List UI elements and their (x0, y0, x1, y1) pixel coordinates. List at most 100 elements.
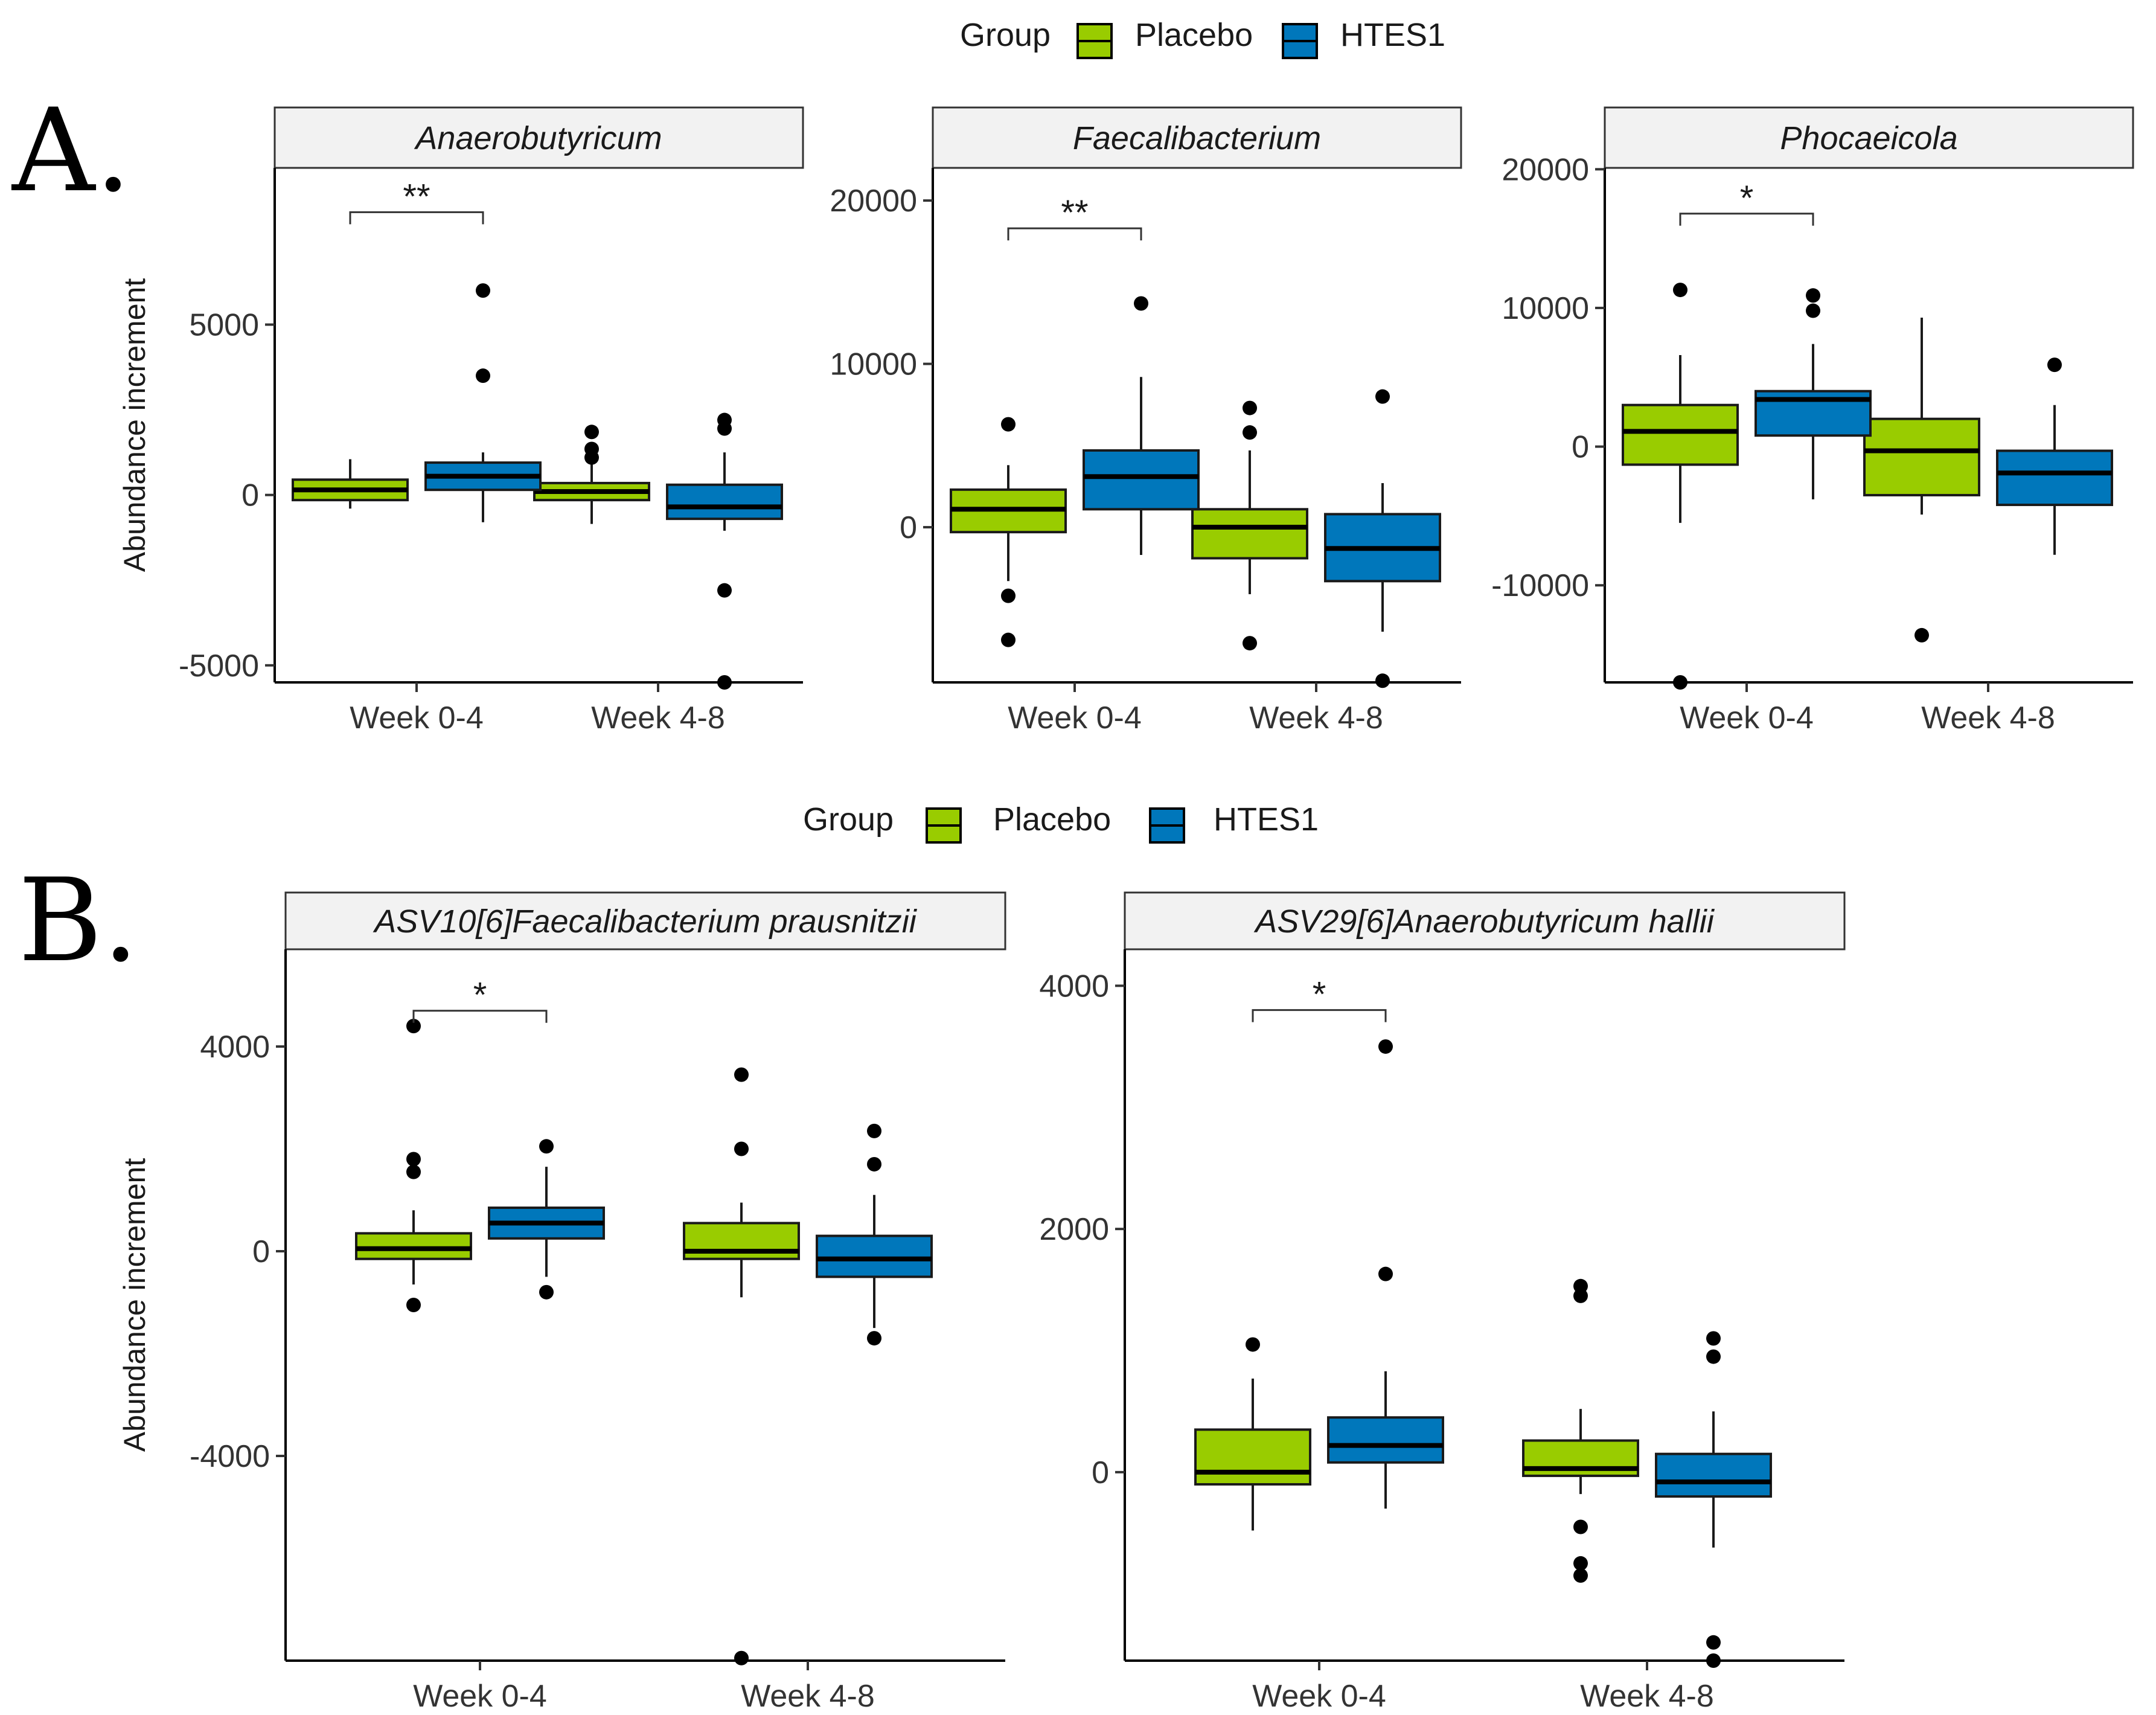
outlier-point (476, 368, 490, 383)
facet-4: ASV29[6]Anaerobutyricum hallii 0 2000 4000 W… (1039, 891, 1846, 1714)
outlier-point (1914, 627, 1929, 643)
outlier-point (1706, 1653, 1721, 1668)
box-htes1-1 (1655, 1331, 1772, 1668)
y-axis-label: Abundance increment (118, 278, 152, 572)
box-iqr (1996, 449, 2113, 507)
outlier-point (867, 1156, 881, 1172)
outlier-point (1378, 1039, 1393, 1054)
outlier-point (406, 1019, 421, 1034)
significance-bracket (1679, 213, 1814, 226)
outlier-point (1243, 636, 1257, 651)
x-tick-label: Week 0-4 (1008, 700, 1142, 736)
y-tick-label: 20000 (1502, 152, 1589, 187)
outlier-point (584, 425, 599, 440)
y-tick-label: 0 (1572, 430, 1589, 465)
outlier-point (1706, 1331, 1721, 1346)
box-htes1-1 (1324, 389, 1441, 688)
outlier-point (476, 283, 490, 298)
y-tick-label: 20000 (830, 184, 917, 219)
y-tick-label: 0 (900, 510, 917, 545)
y-axis-label: Abundance increment (118, 1158, 152, 1452)
outlier-point (539, 1139, 554, 1154)
outlier-point (734, 1650, 749, 1665)
box-iqr (1327, 1416, 1444, 1464)
box-iqr (1194, 1428, 1311, 1486)
x-tick-label: Week 4-8 (1580, 1679, 1714, 1714)
x-tick-label: Week 0-4 (350, 700, 484, 736)
panel-label-b: B. (18, 854, 139, 987)
outlier-point (1673, 283, 1687, 298)
box-iqr (1191, 508, 1308, 560)
box-placebo-1 (683, 1067, 800, 1665)
legend-label-placebo: Placebo (993, 801, 1111, 838)
box-placebo-1 (1522, 1278, 1639, 1583)
facet-title: Phocaeicola (1780, 120, 1957, 156)
significance-bracket (1007, 227, 1142, 241)
significance-bracket (349, 211, 484, 225)
box-placebo-1 (533, 425, 650, 524)
box-placebo-0 (1622, 283, 1739, 690)
legend-bottom: Group Placebo HTES1 (803, 801, 1319, 844)
x-tick-label: Week 4-8 (741, 1679, 875, 1714)
x-tick-label: Week 0-4 (1680, 700, 1814, 736)
significance-label: ** (1061, 193, 1088, 232)
significance-bracket (1252, 1009, 1387, 1022)
legend-label-htes1: HTES1 (1340, 17, 1445, 53)
y-tick-label: 2000 (1039, 1212, 1109, 1247)
box-placebo-0 (355, 1019, 472, 1312)
outlier-point (1243, 425, 1257, 440)
y-tick-label: 0 (1092, 1455, 1109, 1490)
significance-label: * (1313, 975, 1326, 1015)
facet-2: Phocaeicola -10000 0 10000 20000 Week 0-4 Week… (1491, 106, 2134, 736)
y-tick-label: -4000 (190, 1439, 270, 1474)
facet-1: Faecalibacterium 0 10000 20000 Week 0-4 Week … (830, 106, 1462, 736)
facet-strip (932, 106, 1462, 169)
outlier-point (1378, 1266, 1393, 1281)
outlier-point (717, 583, 732, 598)
facets: Anaerobutyricum -5000 0 5000 Week 0-4 Week 4-… (118, 106, 2134, 1714)
box-htes1-0 (1327, 1039, 1444, 1509)
y-tick-label: 10000 (1502, 291, 1589, 326)
facet-title: Faecalibacterium (1073, 120, 1321, 156)
facet-title: ASV29[6]Anaerobutyricum hallii (1253, 903, 1715, 940)
y-tick-label: 4000 (1039, 969, 1109, 1004)
box-iqr (666, 483, 783, 521)
facet-3: ASV10[6]Faecalibacterium prausnitzii -400… (118, 891, 1006, 1714)
y-tick-label: 10000 (830, 347, 917, 382)
outlier-point (867, 1331, 881, 1346)
legend-label-htes1: HTES1 (1214, 801, 1319, 838)
outlier-point (1673, 675, 1687, 690)
facet-0: Anaerobutyricum -5000 0 5000 Week 0-4 Week 4-… (118, 106, 804, 736)
y-tick-label: 5000 (189, 308, 259, 343)
outlier-point (1806, 288, 1820, 303)
x-tick-label: Week 4-8 (591, 700, 725, 736)
outlier-point (734, 1067, 749, 1082)
legend-label-placebo: Placebo (1135, 17, 1253, 53)
outlier-point (717, 412, 732, 428)
box-htes1-1 (816, 1123, 933, 1346)
x-tick-label: Week 4-8 (1249, 700, 1383, 736)
box-iqr (1655, 1452, 1772, 1498)
outlier-point (1573, 1568, 1588, 1583)
x-tick-label: Week 4-8 (1921, 700, 2055, 736)
box-iqr (1863, 417, 1980, 496)
y-tick-label: 0 (252, 1234, 270, 1269)
outlier-point (406, 1164, 421, 1179)
outlier-point (734, 1141, 749, 1156)
outlier-point (1573, 1519, 1588, 1534)
outlier-point (1573, 1278, 1588, 1293)
significance-label: * (473, 976, 487, 1015)
outlier-point (1706, 1349, 1721, 1364)
outlier-point (1375, 673, 1390, 688)
outlier-point (717, 675, 732, 690)
box-placebo-1 (1863, 318, 1980, 643)
box-iqr (1083, 449, 1200, 511)
outlier-point (584, 441, 599, 457)
box-htes1-0 (1755, 288, 1872, 499)
y-tick-label: 0 (242, 478, 259, 513)
x-tick-label: Week 0-4 (413, 1679, 547, 1714)
facet-strip (1604, 106, 2134, 169)
outlier-point (1806, 303, 1820, 318)
box-iqr (816, 1234, 933, 1278)
